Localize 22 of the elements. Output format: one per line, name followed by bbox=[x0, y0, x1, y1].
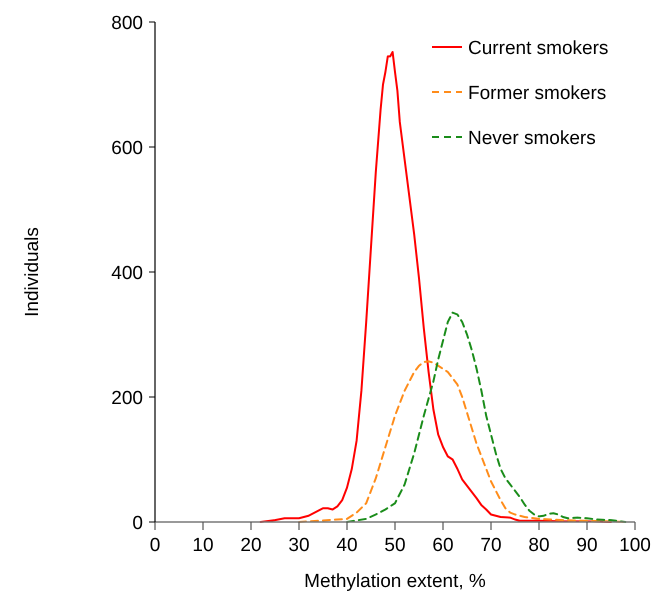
legend-label: Never smokers bbox=[468, 128, 596, 149]
x-tick-label: 30 bbox=[288, 535, 310, 556]
y-axis-title: Individuals bbox=[22, 227, 43, 317]
x-tick-label: 20 bbox=[240, 535, 262, 556]
legend-label: Current smokers bbox=[468, 38, 608, 59]
x-axis-title: Methylation extent, % bbox=[304, 571, 486, 592]
x-tick-label: 60 bbox=[432, 535, 454, 556]
y-tick-label: 800 bbox=[111, 13, 143, 34]
x-tick-label: 0 bbox=[150, 535, 160, 556]
y-tick-label: 0 bbox=[132, 513, 143, 534]
x-tick-label: 40 bbox=[336, 535, 358, 556]
x-tick-label: 90 bbox=[576, 535, 598, 556]
line-series bbox=[346, 312, 626, 523]
x-tick-label: 50 bbox=[384, 535, 406, 556]
y-tick-label: 400 bbox=[111, 263, 143, 284]
y-tick-label: 200 bbox=[111, 388, 143, 409]
y-tick-label: 600 bbox=[111, 138, 143, 159]
x-tick-label: 80 bbox=[528, 535, 550, 556]
x-tick-label: 100 bbox=[619, 535, 651, 556]
x-tick-label: 10 bbox=[192, 535, 214, 556]
legend-label: Former smokers bbox=[468, 83, 606, 104]
x-tick-label: 70 bbox=[480, 535, 502, 556]
